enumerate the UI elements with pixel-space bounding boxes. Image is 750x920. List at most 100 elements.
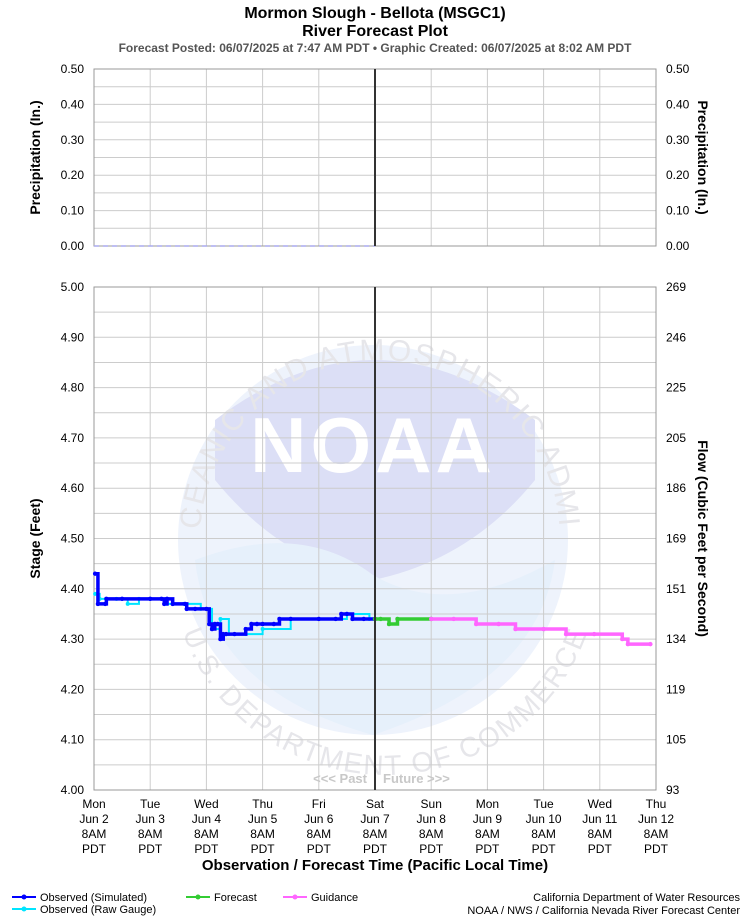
series-point [277, 616, 282, 622]
past-label: <<< Past [313, 771, 368, 786]
x-tick-label: Jun 10 [526, 812, 562, 826]
x-tick-label: 8AM [250, 827, 275, 841]
legend-item-observed-simulated: Observed (Simulated) [12, 892, 147, 904]
series-point [591, 631, 597, 637]
series-point [125, 601, 130, 606]
x-tick-label: 8AM [419, 827, 444, 841]
legend-dot-observed-simulated [21, 894, 27, 900]
x-tick-label: Jun 5 [248, 812, 278, 826]
precip-left-tick-label: 0.10 [61, 204, 85, 218]
stage-tick-label: 5.00 [61, 280, 85, 294]
legend-dot-guidance [292, 894, 298, 900]
x-tick-label: 8AM [82, 827, 107, 841]
legend-label-guidance: Guidance [311, 892, 358, 904]
series-point [162, 601, 167, 607]
flow-tick-label: 225 [666, 381, 686, 395]
series-point [243, 626, 248, 632]
series-point [104, 596, 109, 602]
series-point [271, 621, 277, 627]
legend-label-forecast: Forecast [214, 892, 257, 904]
x-tick-label: 8AM [194, 827, 219, 841]
flow-tick-label: 246 [666, 330, 686, 344]
x-tick-label: 8AM [306, 827, 331, 841]
precip-right-tick-label: 0.00 [666, 239, 690, 253]
x-tick-label: Jun 9 [473, 812, 503, 826]
legend: Observed (Simulated) Observed (Raw Gauge… [12, 892, 358, 916]
series-point [249, 621, 254, 627]
x-tick-label: PDT [307, 842, 332, 856]
precip-left-tick-label: 0.30 [61, 133, 85, 147]
x-tick-label: PDT [532, 842, 557, 856]
series-point [215, 621, 220, 627]
series-point [164, 596, 170, 602]
stage-tick-label: 4.10 [61, 733, 85, 747]
series-point [361, 616, 366, 622]
noaa-watermark-text: NOAA [250, 401, 496, 489]
x-tick-label: 8AM [363, 827, 388, 841]
stage-tick-label: 4.50 [61, 532, 85, 546]
precip-left-tick-label: 0.20 [61, 168, 85, 182]
x-tick-label: 8AM [644, 827, 669, 841]
flow-tick-label: 93 [666, 783, 680, 797]
stage-flow-panel: 4.00 93 4.10 105 4.20 119 4.30 134 4.40 151 4.50 16… [27, 280, 711, 856]
precipitation-panel: 0.00 0.00 0.10 0.10 0.20 0.20 0.30 0.30 0.40 0.40… [27, 62, 711, 253]
series-point [260, 621, 265, 627]
series-point [316, 616, 321, 622]
series-point [513, 626, 518, 632]
series-point [218, 616, 223, 621]
x-tick-label: Sat [366, 797, 385, 811]
series-point [170, 601, 175, 607]
stage-tick-label: 4.70 [61, 431, 85, 445]
x-tick-label: PDT [363, 842, 388, 856]
precip-left-axis-label: Precipitation (In.) [27, 100, 43, 214]
precip-left-tick-label: 0.50 [61, 62, 85, 76]
posted-created-text: Forecast Posted: 06/07/2025 at 7:47 AM P… [119, 41, 633, 55]
precip-left-tick-label: 0.00 [61, 239, 85, 253]
series-point [620, 636, 625, 642]
x-tick-label: 8AM [531, 827, 556, 841]
stage-tick-label: 4.20 [61, 682, 85, 696]
x-tick-label: Mon [82, 797, 105, 811]
credit-dwr: California Department of Water Resources [533, 892, 740, 904]
series-point [204, 606, 209, 612]
flow-tick-label: 105 [666, 733, 686, 747]
series-point [254, 621, 260, 627]
x-tick-label: Jun 2 [79, 812, 109, 826]
series-point [496, 621, 501, 627]
credit-cnrfc: NOAA / NWS / California Nevada River For… [467, 905, 740, 917]
precip-right-tick-label: 0.30 [666, 133, 690, 147]
stage-tick-label: 4.30 [61, 632, 85, 646]
x-tick-label: PDT [138, 842, 163, 856]
precip-right-tick-label: 0.10 [666, 204, 690, 218]
legend-label-observed-raw: Observed (Raw Gauge) [40, 904, 156, 916]
series-point [119, 596, 125, 602]
flow-axis-label: Flow (Cubic Feet per Second) [695, 440, 711, 637]
series-point [192, 606, 198, 612]
x-tick-label: PDT [475, 842, 500, 856]
stage-axis-label: Stage (Feet) [27, 498, 43, 578]
future-label: Future >>> [383, 771, 450, 786]
x-tick-label: PDT [644, 842, 669, 856]
x-tick-label: Jun 4 [192, 812, 222, 826]
series-point [95, 601, 101, 607]
flow-tick-label: 169 [666, 532, 686, 546]
x-tick-label: Jun 8 [417, 812, 447, 826]
legend-item-observed-raw: Observed (Raw Gauge) [12, 904, 156, 916]
chart-title: Mormon Slough - Bellota (MSGC1) [244, 5, 505, 22]
precip-right-axis-label: Precipitation (In.) [695, 100, 711, 214]
series-point [92, 571, 98, 576]
x-tick-label: Thu [252, 797, 273, 811]
x-tick-label: Tue [533, 797, 554, 811]
series-point [386, 621, 392, 627]
series-point [148, 596, 153, 602]
legend-dot-observed-raw [21, 906, 27, 912]
series-point [648, 641, 653, 647]
flow-tick-label: 119 [666, 682, 685, 696]
flow-tick-label: 205 [666, 431, 686, 445]
series-point [473, 621, 479, 627]
x-tick-label: PDT [194, 842, 219, 856]
stage-tick-label: 4.90 [61, 330, 85, 344]
precip-right-tick-label: 0.50 [666, 62, 690, 76]
series-point [184, 606, 189, 612]
x-tick-label: Jun 11 [582, 812, 617, 826]
